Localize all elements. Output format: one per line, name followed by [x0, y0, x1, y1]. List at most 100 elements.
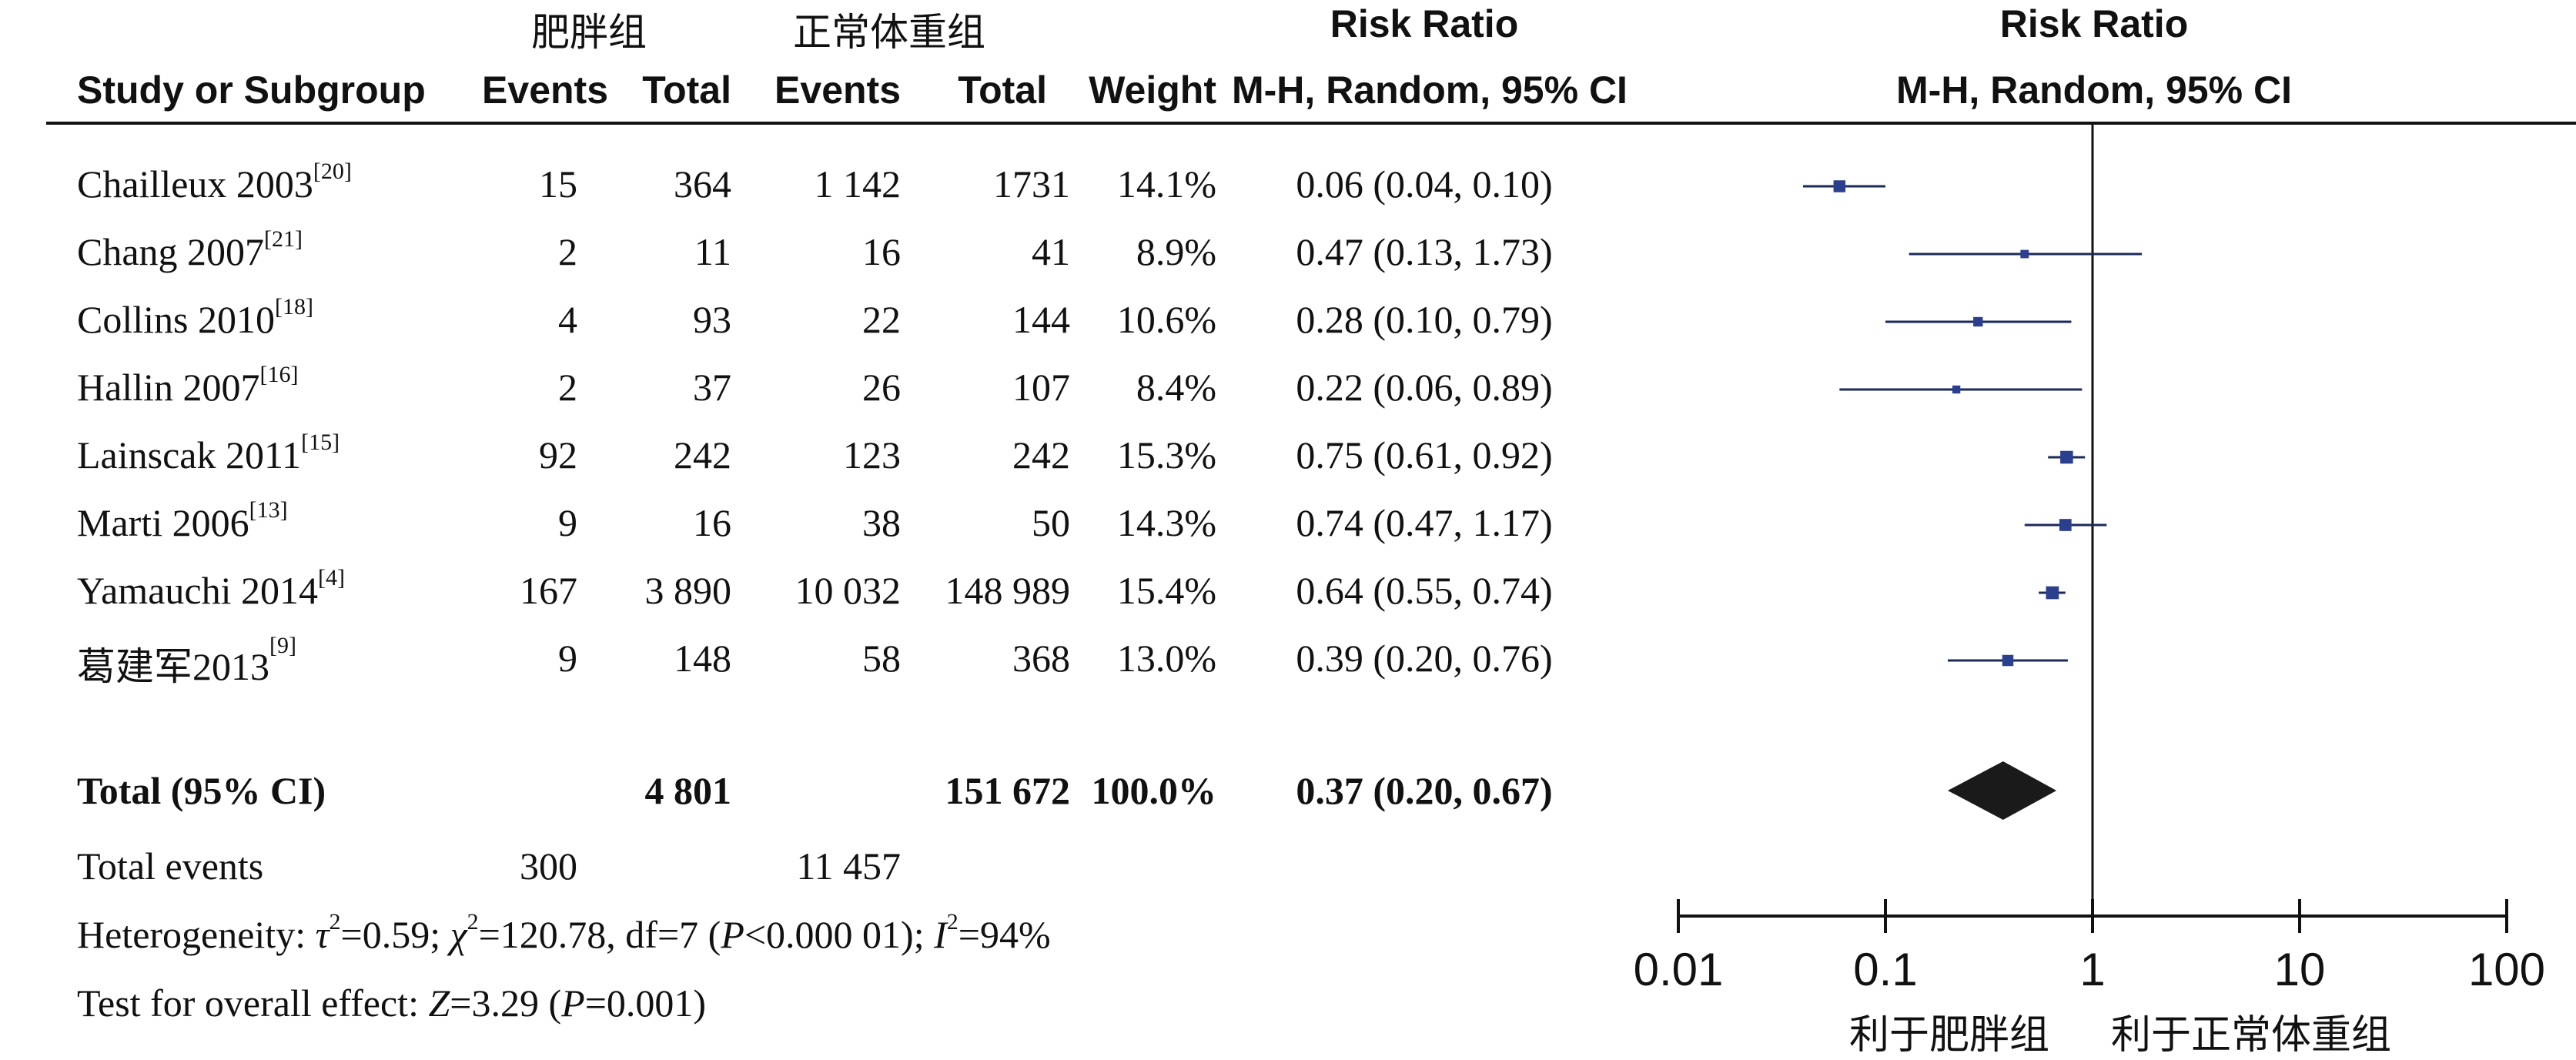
- study-e2: 16: [862, 230, 901, 273]
- study-t1: 16: [693, 501, 731, 544]
- rr-header-method: M-H, Random, 95% CI: [1232, 69, 1628, 112]
- point-estimate-square: [2020, 249, 2029, 259]
- study-name: Lainscak 2011[15]: [77, 430, 340, 476]
- study-t2: 41: [1032, 230, 1070, 273]
- study-e2: 10 032: [795, 569, 902, 612]
- total-ci: 0.37 (0.20, 0.67): [1296, 769, 1553, 812]
- study-reference: [15]: [301, 430, 340, 455]
- study-ci: 0.39 (0.20, 0.76): [1296, 637, 1553, 680]
- study-t1: 364: [674, 162, 731, 206]
- point-estimate-square: [2046, 586, 2059, 600]
- study-t2: 1731: [993, 162, 1070, 206]
- plot-header-method: M-H, Random, 95% CI: [1896, 69, 2292, 112]
- study-t1: 242: [674, 433, 731, 476]
- study-name: Marti 2006[13]: [77, 497, 288, 544]
- total-events-e2: 11 457: [796, 844, 901, 888]
- study-t2: 368: [1012, 637, 1070, 680]
- study-e1: 92: [539, 433, 577, 476]
- x-axis-tick-label: 0.01: [1634, 944, 1724, 995]
- plot-header-title: Risk Ratio: [1999, 2, 2189, 45]
- study-name: Yamauchi 2014[4]: [77, 565, 345, 612]
- rr-header-title: Risk Ratio: [1330, 2, 1519, 45]
- point-estimate-square: [1833, 180, 1846, 192]
- x-axis-tick-label: 0.1: [1853, 944, 1917, 995]
- study-t1: 93: [693, 298, 731, 341]
- x-axis-tick-label: 1: [2079, 944, 2105, 995]
- study-ci: 0.22 (0.06, 0.89): [1296, 366, 1553, 409]
- study-t1: 37: [693, 366, 731, 409]
- study-e2: 1 142: [814, 162, 902, 206]
- study-ci: 0.74 (0.47, 1.17): [1296, 501, 1553, 544]
- x-axis-tick-label: 100: [2468, 944, 2545, 995]
- study-t2: 242: [1012, 433, 1070, 476]
- col-header-weight: Weight: [1089, 69, 1216, 112]
- col-header-events1: Events: [482, 69, 608, 112]
- col-header-study: Study or Subgroup: [77, 69, 426, 112]
- study-ci: 0.64 (0.55, 0.74): [1296, 569, 1553, 612]
- study-t1: 11: [694, 230, 731, 273]
- col-header-total2: Total: [958, 69, 1047, 112]
- point-estimate-square: [1952, 385, 1961, 394]
- study-name: Chang 2007[21]: [77, 226, 303, 273]
- study-e1: 4: [558, 298, 577, 341]
- total-events-label: Total events: [77, 844, 264, 888]
- study-t1: 3 890: [644, 569, 732, 612]
- pooled-diamond: [1947, 761, 2057, 820]
- study-e1: 15: [539, 162, 577, 206]
- study-ci: 0.06 (0.04, 0.10): [1296, 162, 1553, 206]
- study-t1: 148: [674, 637, 731, 680]
- study-reference: [21]: [264, 226, 303, 252]
- x-axis-tick-label: 10: [2274, 944, 2326, 995]
- study-e1: 2: [558, 230, 577, 273]
- study-ci: 0.28 (0.10, 0.79): [1296, 298, 1553, 341]
- study-t2: 107: [1012, 366, 1070, 409]
- study-reference: [13]: [249, 497, 288, 523]
- study-e1: 167: [520, 569, 577, 612]
- total-events-e1: 300: [520, 844, 577, 888]
- point-estimate-square: [2059, 519, 2072, 531]
- study-e2: 38: [862, 501, 901, 544]
- overall-effect-line: Test for overall effect: Z=3.29 (P=0.001…: [77, 981, 707, 1025]
- favours-right-label: 利于正常体重组: [2111, 1012, 2392, 1058]
- study-t2: 144: [1012, 298, 1070, 341]
- point-estimate-square: [2002, 654, 2014, 667]
- total-t2: 151 672: [945, 769, 1071, 812]
- total-weight: 100.0%: [1091, 769, 1217, 812]
- group-header-obese: 肥胖组: [531, 10, 647, 55]
- study-name: Chailleux 2003[20]: [77, 159, 352, 206]
- study-weight: 10.6%: [1116, 298, 1216, 341]
- study-ci: 0.47 (0.13, 1.73): [1296, 230, 1553, 273]
- study-reference: [20]: [313, 159, 352, 184]
- study-weight: 14.1%: [1116, 162, 1216, 206]
- study-ci: 0.75 (0.61, 0.92): [1296, 433, 1553, 476]
- col-header-total1: Total: [642, 69, 731, 112]
- study-e2: 58: [862, 637, 901, 680]
- study-e2: 22: [862, 298, 901, 341]
- study-weight: 15.3%: [1116, 433, 1216, 476]
- group-header-normal: 正常体重组: [793, 10, 985, 55]
- total-label: Total (95% CI): [77, 769, 326, 812]
- study-weight: 8.9%: [1136, 230, 1216, 273]
- study-t2: 148 989: [945, 569, 1071, 612]
- point-estimate-square: [2060, 450, 2073, 464]
- study-reference: [18]: [274, 294, 313, 319]
- study-name: Hallin 2007[16]: [77, 362, 299, 409]
- study-weight: 13.0%: [1116, 637, 1216, 680]
- study-weight: 14.3%: [1116, 501, 1216, 544]
- study-e1: 2: [558, 366, 577, 409]
- study-reference: [4]: [317, 565, 345, 590]
- study-reference: [16]: [259, 362, 299, 387]
- study-reference: [9]: [269, 633, 296, 658]
- study-e1: 9: [558, 637, 577, 680]
- study-name: 葛建军2013[9]: [77, 633, 296, 688]
- point-estimate-square: [1973, 316, 1983, 327]
- total-t1: 4 801: [644, 769, 732, 812]
- study-name: Collins 2010[18]: [77, 294, 313, 341]
- heterogeneity-line: Heterogeneity: τ2=0.59; χ2=120.78, df=7 …: [77, 909, 1051, 956]
- study-t2: 50: [1032, 501, 1070, 544]
- study-e2: 123: [843, 433, 901, 476]
- study-weight: 15.4%: [1116, 569, 1216, 612]
- col-header-events2: Events: [774, 69, 901, 112]
- header-divider: [46, 122, 2576, 125]
